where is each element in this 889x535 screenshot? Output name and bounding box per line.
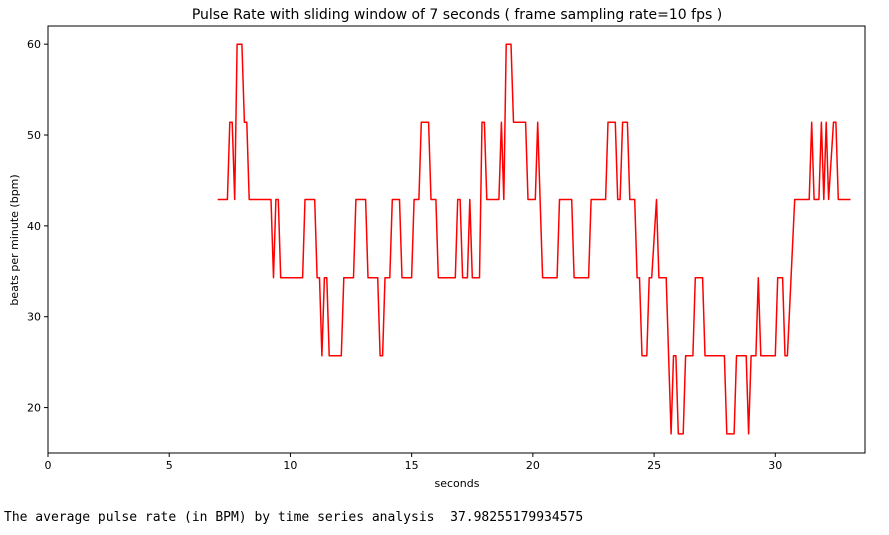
y-axis-label: beats per minute (bpm) — [8, 174, 21, 305]
x-axis-label: seconds — [435, 477, 480, 490]
y-axis: 20 30 40 50 60 — [27, 38, 48, 415]
series-layer — [217, 43, 851, 435]
x-axis: 0 5 10 15 20 25 30 — [45, 453, 782, 472]
x-tick-label: 25 — [647, 459, 661, 472]
x-tick-label: 15 — [405, 459, 419, 472]
y-tick-label: 50 — [27, 129, 41, 142]
x-tick-label: 0 — [45, 459, 52, 472]
average-pulse-output: The average pulse rate (in BPM) by time … — [4, 510, 583, 525]
average-pulse-label: The average pulse rate (in BPM) by time … — [4, 510, 435, 525]
y-tick-label: 40 — [27, 220, 41, 233]
chart-title: Pulse Rate with sliding window of 7 seco… — [192, 7, 722, 23]
x-tick-label: 20 — [526, 459, 540, 472]
y-tick-label: 20 — [27, 402, 41, 415]
pulse-rate-figure: Pulse Rate with sliding window of 7 seco… — [8, 7, 866, 490]
pulse-rate-chart: Pulse Rate with sliding window of 7 seco… — [8, 7, 866, 490]
average-pulse-value: 37.98255179934575 — [450, 510, 584, 525]
x-tick-label: 10 — [283, 459, 297, 472]
plot-frame — [47, 25, 866, 454]
pulse-rate-series-line — [217, 43, 851, 435]
y-tick-label: 30 — [27, 311, 41, 324]
x-tick-label: 30 — [768, 459, 782, 472]
y-tick-label: 60 — [27, 38, 41, 51]
x-tick-label: 5 — [166, 459, 173, 472]
